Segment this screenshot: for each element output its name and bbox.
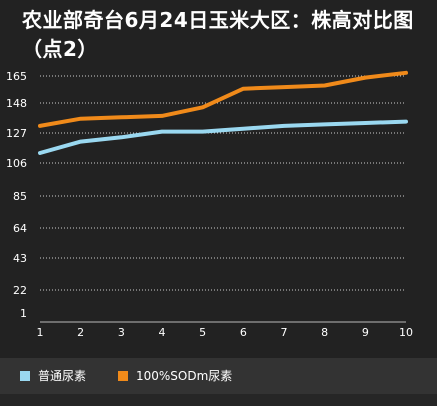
- x-tick-label: 9: [362, 326, 369, 339]
- y-tick-label: 22: [13, 284, 27, 297]
- y-axis-tick-labels: 165 148 127 106 85 64 43 22 1: [6, 70, 27, 320]
- x-tick-label: 6: [240, 326, 247, 339]
- x-tick-label: 5: [199, 326, 206, 339]
- x-tick-label: 8: [321, 326, 328, 339]
- y-tick-label: 64: [13, 222, 27, 235]
- x-tick-label: 1: [37, 326, 44, 339]
- y-tick-label: 148: [6, 97, 27, 110]
- chart-title: 农业部奇台6月24日玉米大区：株高对比图（点2）: [22, 8, 414, 61]
- grid-lines: [40, 75, 406, 291]
- y-tick-label: 1: [20, 307, 27, 320]
- x-tick-label: 10: [399, 326, 413, 339]
- legend-item-sodm-urea[interactable]: 100%SODm尿素: [118, 368, 232, 384]
- x-tick-label: 2: [77, 326, 84, 339]
- legend-label: 普通尿素: [38, 369, 87, 383]
- y-tick-label: 106: [6, 157, 27, 170]
- chart-legend: 普通尿素 100%SODm尿素: [0, 358, 437, 394]
- legend-swatch: [118, 370, 128, 381]
- x-tick-label: 4: [159, 326, 166, 339]
- footer-strip: [0, 394, 437, 406]
- x-tick-label: 7: [281, 326, 288, 339]
- series-line-sodm-urea: [38, 70, 408, 128]
- chart-plot: 165 148 127 106 85 64 43 22 1 1 2 3 4 5 6 7 8 9 10: [6, 70, 414, 339]
- legend-label: 100%SODm尿素: [136, 369, 233, 383]
- y-tick-label: 165: [6, 70, 27, 83]
- y-tick-label: 43: [13, 252, 27, 265]
- series-lines: [38, 70, 408, 155]
- x-tick-label: 3: [118, 326, 125, 339]
- y-tick-label: 85: [13, 190, 27, 203]
- x-axis-tick-labels: 1 2 3 4 5 6 7 8 9 10: [37, 326, 414, 339]
- legend-item-urea[interactable]: 普通尿素: [20, 368, 86, 384]
- legend-swatch: [20, 370, 30, 381]
- series-line-urea: [38, 119, 408, 155]
- y-tick-label: 127: [6, 127, 27, 140]
